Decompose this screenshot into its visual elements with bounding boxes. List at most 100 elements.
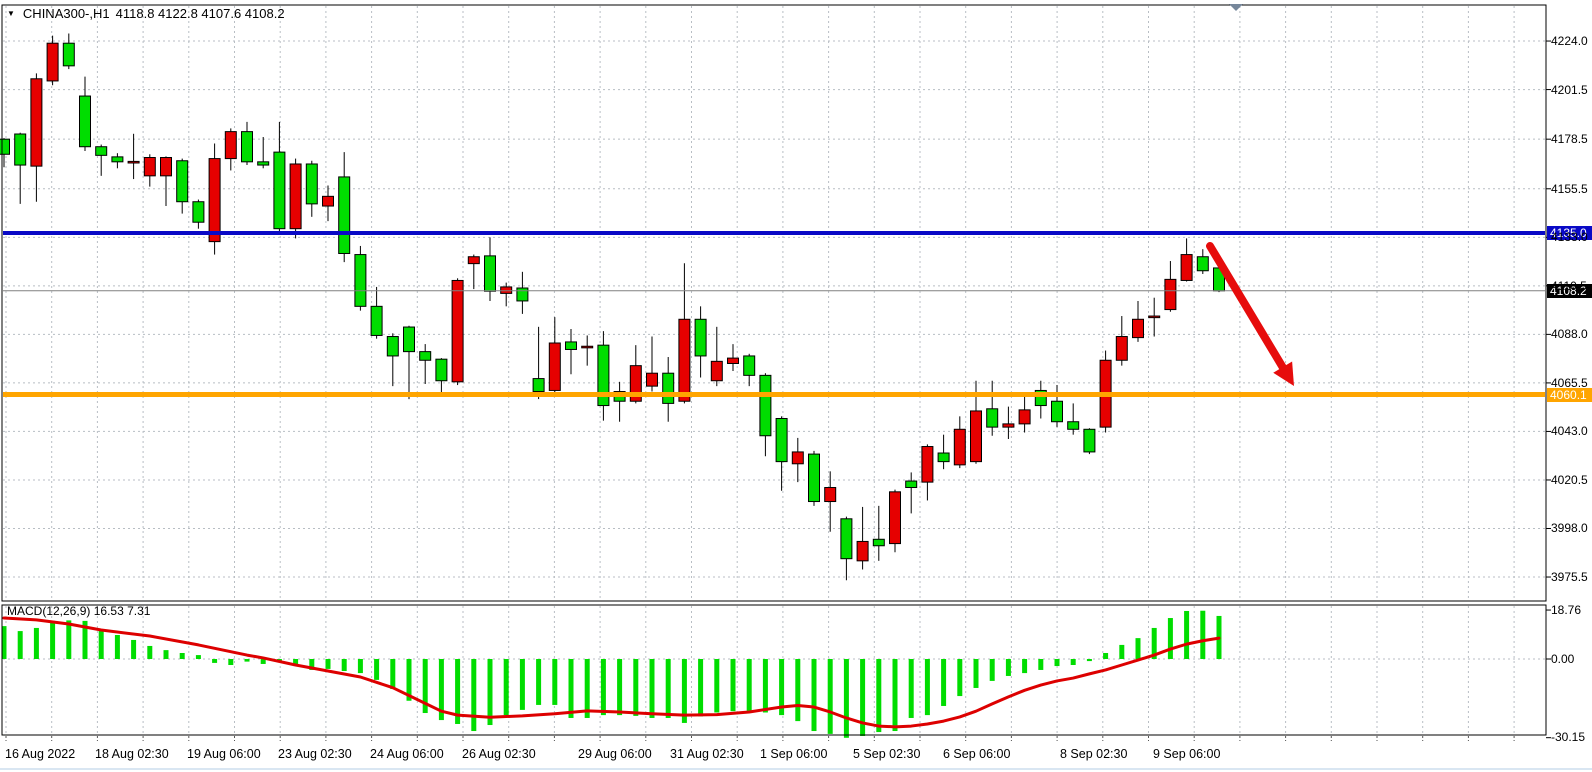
price-axis-label: 3975.5	[1551, 570, 1588, 585]
macd-histogram-bar	[260, 659, 266, 664]
macd-histogram-bar	[147, 645, 153, 659]
macd-histogram-bar	[973, 659, 979, 688]
macd-histogram-bar	[876, 659, 882, 733]
macd-histogram-bar	[1086, 659, 1092, 662]
red-arrow-head	[1273, 361, 1294, 386]
bull-candle-body	[565, 341, 577, 350]
macd-axis-label: 18.76	[1551, 603, 1582, 618]
time-axis-label: 18 Aug 02:30	[95, 747, 169, 761]
bear-candle-body	[451, 279, 464, 383]
macd-histogram-bar	[406, 659, 412, 701]
macd-histogram-bar	[892, 659, 898, 732]
macd-histogram-bar	[455, 659, 461, 724]
bull-candle-body	[338, 176, 351, 254]
macd-histogram-bar	[1184, 610, 1190, 659]
macd-histogram-bar	[325, 659, 331, 669]
macd-histogram-bar	[503, 659, 509, 716]
time-axis-label: 1 Sep 06:00	[760, 747, 828, 761]
bull-candle-body	[937, 452, 950, 463]
macd-histogram-bar	[1005, 659, 1011, 676]
macd-histogram-bar	[1070, 659, 1076, 666]
macd-histogram-bar	[131, 639, 137, 659]
macd-label: MACD(12,26,9)	[7, 604, 91, 618]
time-axis-label: 29 Aug 06:00	[578, 747, 652, 761]
bull-candle-body	[111, 156, 124, 163]
macd-histogram-bar	[293, 659, 299, 667]
macd-histogram-bar	[374, 659, 380, 680]
bear-candle-body	[629, 365, 642, 402]
price-axis-label: 3998.0	[1551, 521, 1588, 536]
macd-histogram-bar	[600, 659, 606, 716]
bear-candle-body	[1115, 336, 1128, 361]
macd-histogram-bar	[617, 659, 623, 716]
macd-histogram-bar	[17, 631, 23, 659]
macd-histogram-bar	[941, 659, 947, 706]
macd-histogram-bar	[341, 659, 347, 672]
bear-candle-body	[953, 428, 966, 466]
price-axis-label: 4133.0	[1551, 230, 1588, 245]
time-axis-label: 31 Aug 02:30	[670, 747, 744, 761]
bear-candle-body	[921, 446, 934, 483]
macd-signal-line	[2, 616, 1221, 729]
macd-histogram-bar	[552, 659, 558, 705]
bull-candle-body	[241, 131, 253, 163]
bear-candle-body	[1132, 318, 1144, 339]
bear-candle-body	[824, 487, 837, 503]
current-price-badge: 4108.2	[1547, 283, 1592, 298]
bull-candle-body	[95, 146, 108, 156]
macd-histogram-bar	[681, 659, 687, 723]
bear-candle-body	[791, 451, 804, 465]
bear-candle-body	[1148, 315, 1161, 319]
price-axis-label: 4020.5	[1551, 472, 1588, 487]
bull-candle-body	[759, 374, 772, 437]
macd-histogram-bar	[244, 659, 250, 662]
macd-histogram-bar	[924, 659, 930, 716]
macd-histogram-bar	[33, 627, 39, 659]
bear-candle-body	[143, 157, 156, 177]
macd-histogram-bar	[163, 650, 169, 659]
price-axis-label: 4088.0	[1551, 327, 1588, 342]
bull-candle-body	[1083, 428, 1096, 453]
bear-candle-body	[289, 163, 302, 230]
bull-candle-body	[0, 138, 10, 155]
bull-candle-body	[257, 161, 270, 166]
macd-histogram-bar	[762, 659, 768, 713]
time-axis-label: 9 Sep 06:00	[1153, 747, 1221, 761]
macd-histogram-bar	[779, 659, 785, 716]
macd-histogram-bar	[714, 659, 720, 713]
bear-candle-body	[1018, 409, 1031, 425]
macd-histogram-bar	[795, 659, 801, 722]
red-arrow-shaft[interactable]	[1206, 242, 1287, 372]
bear-candle-body	[646, 372, 658, 387]
macd-histogram-bar	[1, 626, 7, 659]
bear-candle-body	[678, 318, 691, 402]
macd-histogram-bar	[82, 620, 88, 659]
macd-histogram-bar	[957, 659, 963, 697]
macd-histogram-bar	[730, 659, 736, 712]
bear-candle-body	[1180, 254, 1193, 281]
macd-histogram-bar	[519, 659, 525, 710]
macd-histogram-bar	[309, 659, 315, 670]
symbol-dropdown-icon[interactable]: ▼	[7, 9, 15, 18]
bull-candle-body	[62, 42, 75, 67]
bear-candle-body	[467, 256, 480, 265]
bear-candle-body	[970, 410, 982, 463]
macd-histogram-bar	[228, 659, 234, 666]
bear-candle-body	[856, 540, 869, 562]
main-panel-border	[1, 4, 1547, 602]
bear-candle-body	[727, 357, 739, 364]
bull-candle-body	[775, 417, 788, 463]
bear-candle-body	[224, 131, 237, 160]
chart-shift-marker-icon[interactable]	[1229, 4, 1243, 11]
price-axis-label: 4043.0	[1551, 424, 1588, 439]
macd-histogram-bar	[1200, 610, 1206, 659]
macd-histogram-bar	[827, 659, 833, 734]
macd-histogram-bar	[487, 659, 493, 726]
bear-candle-body	[1164, 278, 1177, 311]
time-axis-label: 16 Aug 2022	[5, 747, 76, 761]
macd-histogram-bar	[568, 659, 574, 718]
macd-histogram-bar	[843, 659, 849, 738]
bull-candle-body	[176, 160, 189, 203]
